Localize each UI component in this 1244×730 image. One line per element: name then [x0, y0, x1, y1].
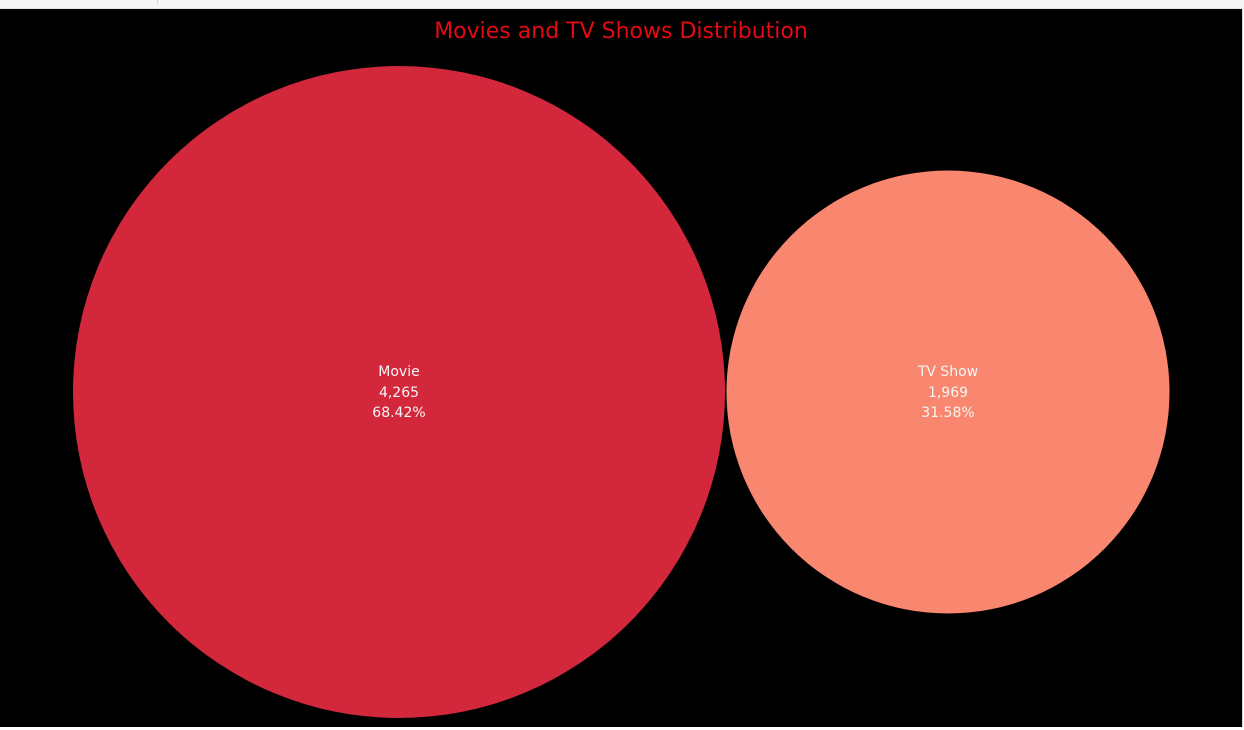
bubble-movie[interactable]: Movie 4,265 68.42%: [73, 66, 725, 718]
bubble-mark-movie[interactable]: [73, 66, 725, 718]
bubble-label-movie: Movie: [378, 364, 419, 380]
top-toolbar-strip: [0, 0, 1244, 9]
bubble-label-tv-show: TV Show: [917, 364, 978, 380]
bubble-mark-tv-show[interactable]: [726, 170, 1170, 614]
chart-title: Movies and TV Shows Distribution: [434, 19, 808, 44]
bubble-tv-show[interactable]: TV Show 1,969 31.58%: [726, 170, 1170, 614]
bubble-chart: Movie 4,265 68.42% TV Show 1,969 31.58%: [73, 66, 1170, 718]
bubble-count-movie: 4,265: [379, 385, 419, 401]
toolbar-divider: [157, 0, 158, 4]
right-border: [1242, 9, 1244, 730]
bubble-percent-tv-show: 31.58%: [921, 405, 974, 421]
bubble-count-tv-show: 1,969: [928, 385, 968, 401]
bottom-border: [0, 727, 1244, 730]
bubble-percent-movie: 68.42%: [372, 405, 425, 421]
